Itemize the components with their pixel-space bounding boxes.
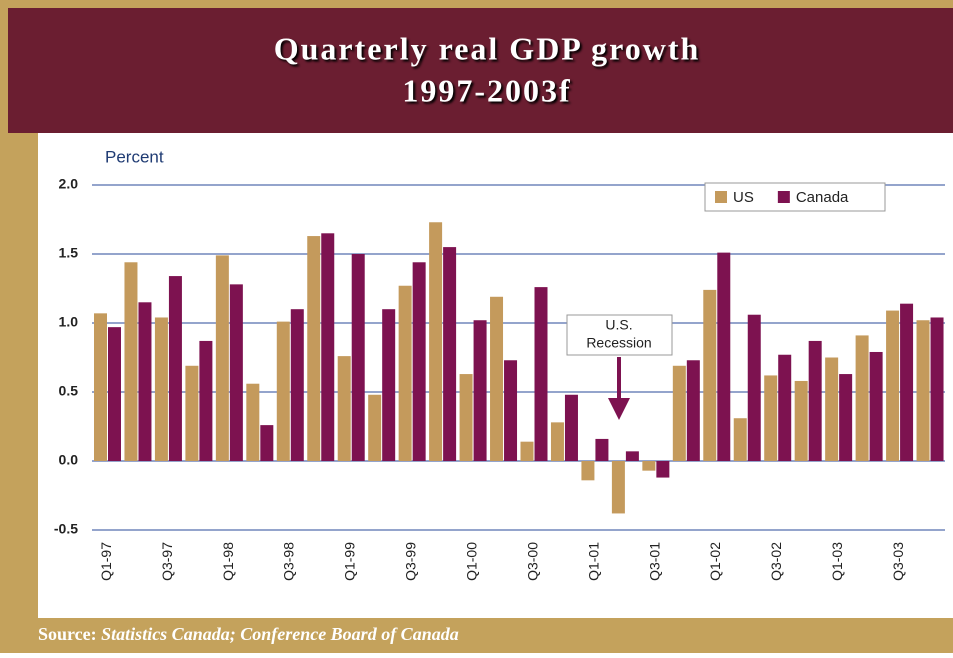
y-tick-label: 0.0 (59, 452, 79, 468)
bar (443, 247, 457, 461)
x-tick-label: Q1-03 (829, 542, 845, 581)
bar (398, 285, 412, 461)
x-tick-label: Q1-97 (98, 542, 114, 581)
bar (764, 375, 778, 461)
bar (290, 309, 304, 461)
bar (733, 418, 747, 461)
x-tick-label: Q3-02 (768, 542, 784, 581)
bar (154, 317, 168, 461)
x-tick-label: Q3-00 (524, 542, 540, 581)
bar (747, 314, 761, 461)
bar (185, 365, 199, 461)
annotation-text: Recession (586, 335, 651, 351)
x-tick-label: Q3-03 (890, 542, 906, 581)
bar (869, 351, 883, 461)
legend-swatch (715, 191, 727, 203)
x-tick-label: Q1-99 (342, 542, 358, 581)
bar (717, 252, 731, 461)
x-tick-label: Q3-01 (646, 542, 662, 581)
bar (564, 394, 578, 461)
bar (351, 254, 365, 461)
annotation: U.S. Recession (566, 314, 673, 420)
annotation-text: U.S. (605, 317, 632, 333)
bar (808, 340, 822, 461)
bar (656, 461, 670, 478)
x-tick-label: Q3-99 (403, 542, 419, 581)
bar (520, 441, 534, 461)
bar (916, 320, 930, 461)
bar (703, 289, 717, 461)
x-tick-label: Q1-00 (464, 542, 480, 581)
bar (900, 303, 914, 461)
legend-label: Canada (796, 189, 849, 206)
legend-box (704, 182, 886, 212)
bar (276, 321, 290, 461)
bar (108, 327, 121, 461)
annotation-arrowhead (608, 398, 630, 420)
bar (138, 302, 152, 461)
bar (94, 313, 107, 461)
chart-subtitle: 1997-2003f (402, 72, 571, 108)
legend-swatch (777, 191, 790, 203)
bar (642, 461, 656, 471)
y-tick-label: -0.5 (54, 521, 78, 537)
bar (686, 360, 700, 461)
source-text: Statistics Canada; Conference Board of C… (101, 624, 459, 644)
chart-title: Quarterly real GDP growth (274, 30, 701, 66)
bar (168, 276, 182, 461)
bar (855, 335, 869, 461)
bar (672, 365, 686, 461)
bar (473, 320, 487, 461)
source-label: Source: (38, 624, 97, 644)
bar (504, 360, 518, 461)
bar (199, 340, 213, 461)
bar (930, 317, 944, 461)
bar (382, 309, 396, 461)
source: Source: Statistics Canada; Conference Bo… (38, 624, 459, 644)
bar (229, 284, 243, 461)
bar (368, 394, 382, 461)
bar (611, 461, 625, 514)
bar (778, 354, 792, 461)
x-tick-label: Q1-98 (220, 542, 236, 581)
bar (550, 422, 564, 461)
bar (534, 287, 548, 461)
y-tick-label: 2.0 (59, 176, 79, 192)
bar (260, 425, 274, 461)
bar (337, 356, 351, 461)
x-tick-label: Q3-97 (159, 542, 175, 581)
bar (794, 380, 808, 461)
bar (490, 296, 504, 461)
x-tick-label: Q1-01 (585, 542, 601, 581)
y-tick-label: 0.5 (59, 383, 79, 399)
bar (825, 357, 839, 461)
banner (8, 8, 953, 133)
legend-label: US (733, 189, 754, 206)
y-tick-label: 1.5 (59, 245, 79, 261)
x-tick-label: Q1-02 (707, 542, 723, 581)
bar (625, 451, 639, 461)
bar (581, 461, 595, 481)
bar (595, 438, 609, 461)
y-tick-label: 1.0 (59, 314, 79, 330)
x-tick-label: Q3-98 (281, 542, 297, 581)
bar (429, 222, 443, 461)
bar (215, 255, 229, 461)
annotation-box (566, 314, 673, 356)
bar (321, 233, 335, 461)
bar (412, 262, 426, 461)
bar (459, 374, 473, 461)
bar (246, 383, 260, 461)
bar (124, 262, 138, 461)
y-axis-label: Percent (105, 147, 164, 166)
bar (886, 310, 900, 461)
bar (307, 236, 321, 461)
bar (839, 374, 853, 461)
